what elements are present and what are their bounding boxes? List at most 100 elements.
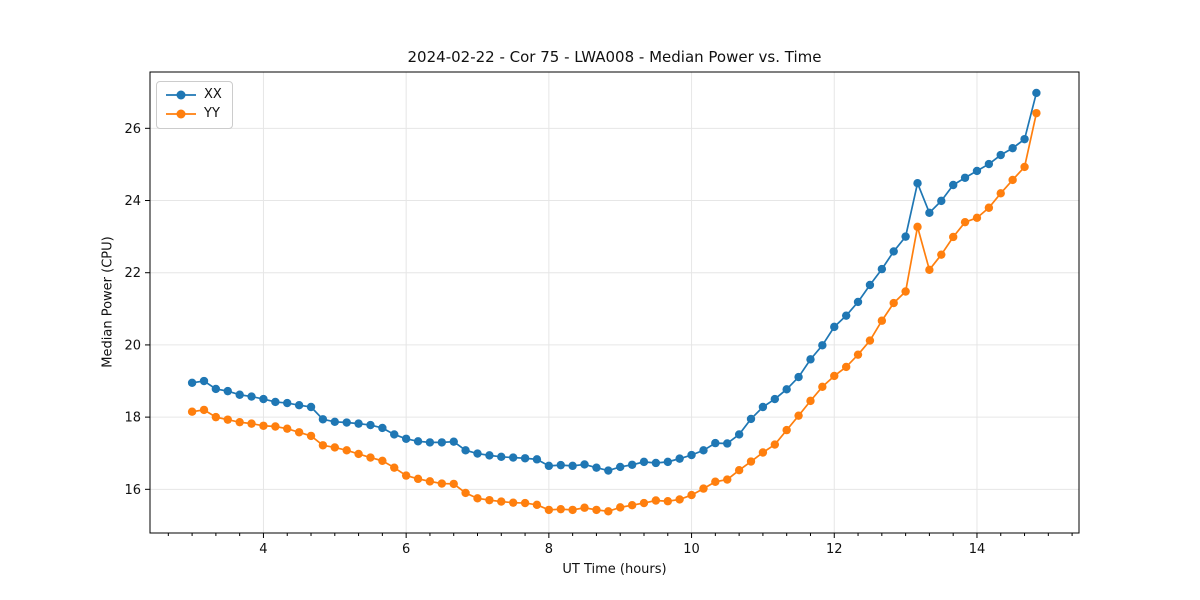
- data-point: [723, 439, 732, 448]
- data-point: [818, 341, 827, 350]
- data-point: [937, 196, 946, 206]
- data-point: [306, 431, 316, 441]
- data-point: [734, 465, 744, 475]
- data-point: [937, 250, 946, 259]
- data-point: [425, 438, 435, 447]
- data-point: [960, 173, 970, 182]
- data-point: [841, 362, 851, 372]
- data-point: [485, 451, 494, 460]
- y-tick-label: 16: [124, 483, 141, 498]
- data-point: [413, 437, 423, 446]
- data-point: [294, 401, 304, 410]
- data-point: [247, 419, 256, 428]
- y-tick-label: 26: [124, 122, 141, 137]
- data-point: [580, 460, 589, 469]
- data-point: [687, 450, 696, 460]
- data-point: [318, 441, 328, 450]
- data-point: [556, 460, 565, 470]
- data-point: [675, 454, 684, 463]
- data-point: [865, 336, 875, 345]
- data-point: [580, 503, 589, 512]
- data-point: [734, 430, 744, 439]
- data-point: [925, 208, 934, 217]
- data-point: [806, 355, 815, 364]
- data-point: [508, 453, 518, 462]
- data-point: [366, 453, 375, 462]
- data-point: [520, 454, 530, 463]
- data-point: [984, 203, 994, 212]
- data-point: [259, 394, 268, 404]
- data-point: [758, 448, 768, 457]
- data-point: [972, 213, 982, 223]
- data-point: [639, 498, 649, 508]
- data-point: [437, 438, 447, 447]
- data-point: [616, 462, 625, 472]
- data-point: [746, 414, 756, 424]
- data-point: [616, 503, 625, 512]
- data-point: [473, 494, 482, 503]
- data-point: [1008, 175, 1017, 185]
- data-point: [996, 150, 1005, 160]
- data-point: [699, 446, 708, 455]
- data-point: [651, 496, 661, 505]
- data-point: [627, 501, 637, 510]
- data-point: [830, 371, 839, 381]
- data-point: [271, 422, 280, 431]
- legend-label-xx: XX: [204, 87, 222, 102]
- data-point: [247, 392, 256, 401]
- chart-title: 2024-02-22 - Cor 75 - LWA008 - Median Po…: [407, 48, 822, 66]
- data-point: [592, 505, 601, 515]
- data-point: [651, 458, 661, 468]
- x-tick-label: 6: [402, 542, 410, 557]
- data-point: [568, 505, 577, 515]
- x-tick-label: 10: [683, 542, 700, 557]
- data-point: [865, 280, 875, 290]
- data-point: [901, 232, 910, 241]
- data-point: [877, 316, 887, 325]
- data-point: [306, 402, 316, 412]
- data-point: [532, 455, 542, 464]
- data-point: [556, 504, 565, 514]
- data-point: [841, 311, 851, 320]
- data-point: [830, 322, 839, 332]
- data-point: [889, 247, 898, 256]
- data-point: [199, 376, 209, 386]
- axes-spines: [149, 71, 1080, 534]
- data-point: [235, 390, 244, 399]
- data-point: [782, 425, 791, 435]
- data-point: [675, 495, 684, 504]
- data-point: [390, 463, 399, 472]
- data-point: [378, 423, 387, 433]
- data-point: [711, 438, 720, 448]
- data-point: [818, 382, 827, 391]
- data-point: [437, 479, 447, 488]
- data-point: [461, 488, 470, 498]
- data-point: [746, 457, 756, 466]
- data-point: [271, 397, 280, 407]
- data-point: [770, 394, 780, 404]
- data-point: [259, 421, 268, 430]
- data-point: [627, 460, 637, 469]
- data-point: [1020, 162, 1029, 172]
- y-tick-label: 24: [124, 194, 141, 209]
- data-point: [211, 412, 221, 422]
- data-point: [996, 189, 1005, 198]
- data-point: [318, 415, 328, 424]
- data-point: [806, 396, 815, 406]
- data-point: [782, 385, 791, 394]
- y-axis-label: Median Power (CPU): [100, 236, 116, 368]
- data-point: [663, 457, 672, 467]
- data-point: [913, 178, 922, 188]
- grid: [150, 72, 1079, 533]
- data-point: [283, 424, 292, 433]
- data-point: [1008, 143, 1017, 153]
- y-tick-label: 18: [124, 411, 141, 426]
- data-point: [401, 434, 411, 443]
- legend-label-yy: YY: [204, 106, 220, 121]
- data-point: [211, 384, 221, 394]
- data-point: [401, 471, 411, 480]
- data-point: [199, 405, 209, 415]
- data-point: [283, 398, 292, 408]
